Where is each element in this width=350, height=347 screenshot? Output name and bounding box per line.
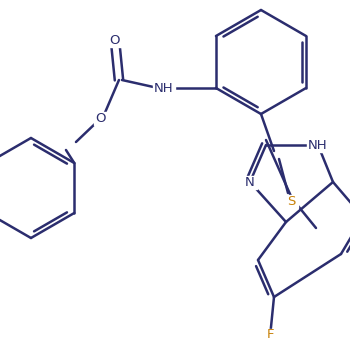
- Text: O: O: [96, 111, 106, 125]
- Bar: [153, 82, 175, 94]
- Bar: [284, 195, 298, 208]
- Bar: [264, 329, 276, 341]
- Text: N: N: [245, 176, 255, 188]
- Text: F: F: [266, 329, 274, 341]
- Bar: [108, 34, 122, 46]
- Bar: [307, 138, 329, 152]
- Text: NH: NH: [154, 82, 174, 94]
- Text: O: O: [110, 34, 120, 46]
- Text: S: S: [287, 195, 295, 208]
- Text: NH: NH: [308, 138, 328, 152]
- Bar: [243, 176, 257, 188]
- Bar: [94, 111, 108, 125]
